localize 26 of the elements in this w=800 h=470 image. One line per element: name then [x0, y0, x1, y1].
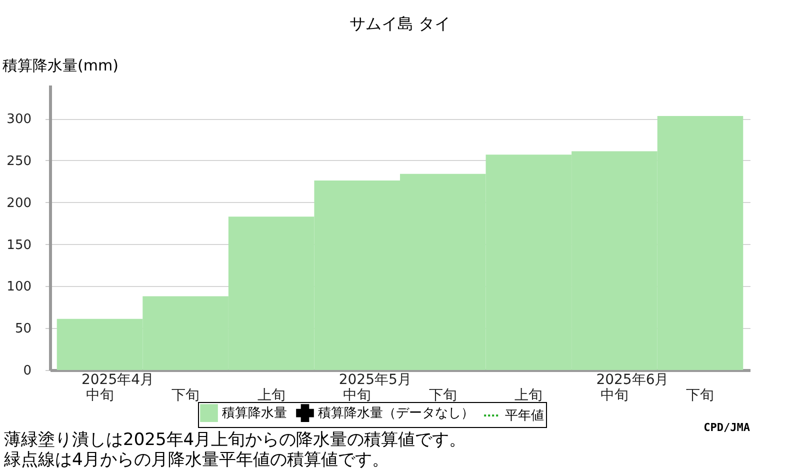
text: 2025年4月: [81, 372, 154, 388]
legend-label: 積算降水量（データなし）: [318, 406, 474, 422]
text: 緑点線は4月からの月降水量平年値の積算値です。: [3, 450, 389, 470]
text: CPD/JMA: [704, 421, 750, 434]
y-tick-label: 250: [6, 154, 32, 169]
legend-label: 平年値: [505, 408, 544, 424]
x-tick-label: 上旬: [514, 388, 543, 404]
legend-label: 積算降水量: [222, 406, 287, 422]
text: 2025年6月: [596, 372, 669, 388]
x-tick-label: 中旬: [86, 388, 114, 404]
x-tick-label: 下旬: [428, 388, 457, 404]
y-axis-title: 積算降水量(mm): [2, 56, 118, 74]
text: 2025年5月: [338, 372, 412, 388]
x-tick-label: 中旬: [343, 388, 372, 404]
chart-title: サムイ島 タイ: [349, 14, 451, 33]
y-tick-label: 300: [6, 112, 32, 128]
y-tick-label: 200: [6, 196, 32, 211]
x-tick-label: 下旬: [686, 388, 714, 404]
y-tick-label: 150: [6, 238, 32, 253]
y-tick-label: 0: [23, 364, 32, 378]
x-tick-label: 上旬: [257, 388, 286, 404]
y-tick-label: 50: [14, 322, 32, 337]
text: 薄緑塗り潰しは2025年4月上旬からの降水量の積算値です。: [4, 430, 466, 450]
y-tick-label: 100: [6, 280, 32, 295]
x-tick-label: 中旬: [600, 388, 628, 404]
x-tick-label: 下旬: [172, 388, 200, 404]
